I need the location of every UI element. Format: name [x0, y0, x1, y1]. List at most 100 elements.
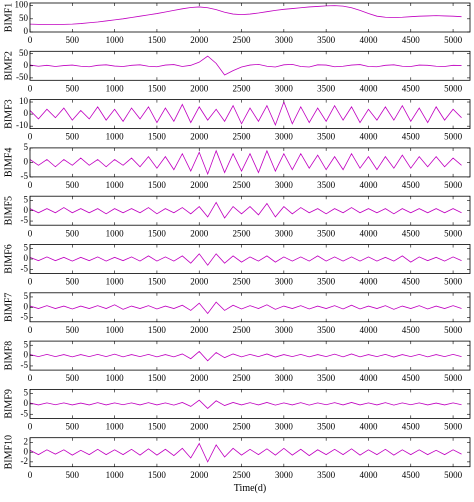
y-axis-label: BIMF8 [3, 341, 14, 370]
x-tick-label: 5000 [444, 180, 463, 190]
x-tick-label: 5000 [444, 421, 463, 431]
x-tick-label: 500 [66, 277, 80, 287]
axes-box [29, 99, 471, 129]
x-tick-label: 3500 [317, 470, 336, 480]
x-tick-label: 2500 [233, 228, 252, 238]
x-tick-label: 3000 [275, 421, 294, 431]
x-tick-label: 2500 [233, 132, 252, 142]
signal-line [30, 201, 462, 219]
y-tick-label: -5 [21, 263, 29, 273]
x-tick-label: 5000 [444, 325, 463, 335]
x-tick-label: 5000 [444, 277, 463, 287]
x-tick-label: 2500 [233, 325, 252, 335]
signal-line [30, 253, 462, 266]
x-tick-label: 3500 [317, 180, 336, 190]
x-tick-label: 0 [28, 470, 33, 480]
y-tick-label: 10 [19, 96, 29, 106]
y-tick-label: 5 [24, 194, 29, 204]
x-tick-label: 0 [28, 373, 33, 383]
x-tick-label: 500 [66, 228, 80, 238]
signal-line [30, 55, 462, 76]
x-tick-label: 0 [28, 83, 33, 93]
signal-line [30, 149, 462, 176]
x-tick-label: 4000 [359, 421, 378, 431]
x-tick-label: 4000 [359, 180, 378, 190]
x-tick-label: 2500 [233, 373, 252, 383]
x-tick-label: 0 [28, 325, 33, 335]
y-tick-label: 0 [24, 350, 29, 360]
y-axis-label: BIMF10 [3, 435, 14, 469]
signal-line [30, 5, 462, 26]
x-tick-label: 5000 [444, 228, 463, 238]
x-tick-label: 500 [66, 35, 80, 45]
y-axis-label: BIMF2 [3, 51, 14, 80]
x-tick-label: 3500 [317, 228, 336, 238]
y-axis-label: BIMF7 [3, 293, 14, 322]
x-tick-label: 2500 [233, 35, 252, 45]
plot-area [30, 301, 462, 315]
x-tick-label: 4500 [402, 325, 421, 335]
x-tick-label: 1500 [148, 277, 167, 287]
x-tick-label: 2000 [190, 35, 209, 45]
x-tick-label: 4000 [359, 35, 378, 45]
x-tick-label: 2500 [233, 83, 252, 93]
x-tick-label: 1000 [106, 132, 125, 142]
x-tick-label: 500 [66, 470, 80, 480]
x-tick-label: 2000 [190, 277, 209, 287]
x-tick-label: 4500 [402, 180, 421, 190]
plot-area [30, 399, 462, 410]
axes-box [29, 437, 471, 468]
y-tick-label: 0 [24, 253, 29, 263]
x-tick-label: 2000 [190, 325, 209, 335]
x-tick-label: 3000 [275, 470, 294, 480]
y-tick-label: 0 [24, 301, 29, 311]
y-tick-label: -10 [16, 120, 28, 130]
x-tick-label: 4000 [359, 132, 378, 142]
plot-area [30, 201, 462, 219]
x-tick-label: 2000 [190, 470, 209, 480]
x-tick-label: 1500 [148, 373, 167, 383]
y-tick-label: 0 [24, 398, 29, 408]
y-tick-label: 5 [24, 388, 29, 398]
x-tick-label: 1500 [148, 421, 167, 431]
plot-area [30, 442, 462, 463]
x-axis-label: Time(d) [234, 483, 266, 494]
x-tick-label: 3000 [275, 325, 294, 335]
axes-box [29, 388, 471, 419]
y-tick-label: 0 [24, 108, 29, 118]
x-tick-label: 1000 [106, 35, 125, 45]
y-tick-label: -2 [21, 456, 29, 466]
x-tick-label: 2000 [190, 421, 209, 431]
signal-line [30, 399, 462, 410]
x-tick-label: 4500 [402, 228, 421, 238]
x-tick-label: 4500 [402, 132, 421, 142]
x-tick-label: 4000 [359, 228, 378, 238]
x-tick-label: 500 [66, 421, 80, 431]
axes-box [29, 292, 471, 323]
x-tick-label: 1500 [148, 228, 167, 238]
y-tick-label: 5 [24, 142, 29, 152]
y-tick-label: -5 [21, 408, 29, 418]
x-tick-label: 4500 [402, 83, 421, 93]
y-tick-label: 0 [24, 156, 29, 166]
x-tick-label: 2500 [233, 180, 252, 190]
y-tick-label: 2 [24, 437, 29, 447]
y-tick-label: 5 [24, 339, 29, 349]
x-tick-label: 1500 [148, 83, 167, 93]
y-tick-label: 5 [24, 243, 29, 253]
x-tick-label: 3000 [275, 132, 294, 142]
axes-box [29, 2, 471, 33]
x-tick-label: 1000 [106, 83, 125, 93]
plot-area [30, 149, 462, 176]
x-tick-label: 1000 [106, 277, 125, 287]
x-tick-label: 3000 [275, 373, 294, 383]
x-tick-label: 4000 [359, 325, 378, 335]
x-tick-label: 1000 [106, 373, 125, 383]
x-tick-label: 3500 [317, 325, 336, 335]
